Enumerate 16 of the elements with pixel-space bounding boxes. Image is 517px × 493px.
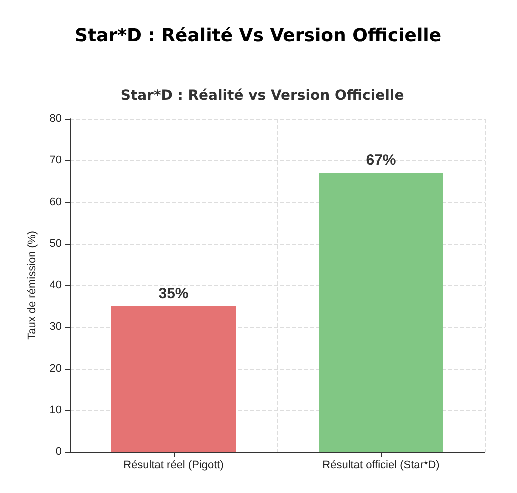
y-tick-label: 10 <box>50 404 62 416</box>
y-tick-label: 20 <box>50 362 62 375</box>
x-tick-label: Résultat réel (Pigott) <box>124 460 224 472</box>
y-tick-label: 60 <box>50 196 62 208</box>
y-tick-label: 70 <box>50 154 62 167</box>
data-label: 35% <box>158 285 189 302</box>
x-tick-label: Résultat officiel (Star*D) <box>322 460 440 472</box>
y-axis-title: Taux de rémission (%) <box>26 231 38 340</box>
chart-subtitle: Star*D : Réalité vs Version Officielle <box>120 88 404 104</box>
data-label: 67% <box>366 152 396 170</box>
y-tick-label: 50 <box>50 238 62 250</box>
y-tick-label: 0 <box>56 446 62 458</box>
y-tick-label: 30 <box>50 321 62 334</box>
y-tick-label: 40 <box>50 280 62 292</box>
chart-title: Star*D : Réalité Vs Version Officielle <box>75 26 442 46</box>
y-tick-label: 80 <box>50 113 62 125</box>
